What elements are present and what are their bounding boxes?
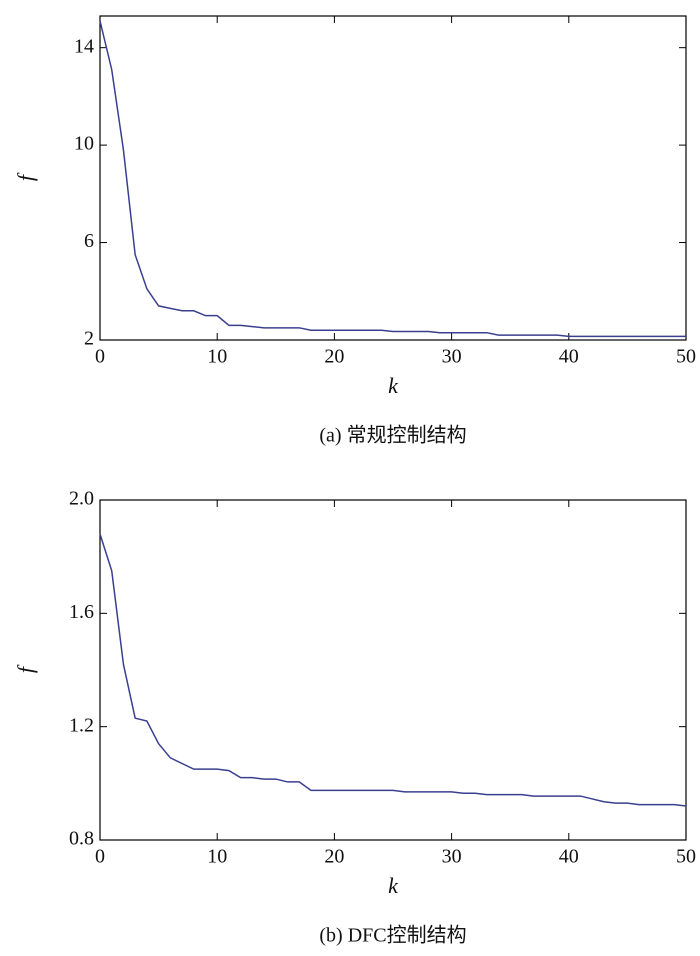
y-tick-label: 2.0: [69, 488, 94, 510]
x-tick-label: 0: [95, 846, 105, 868]
y-tick-label: 1.6: [69, 601, 94, 623]
y-tick-label: 1.2: [69, 714, 94, 736]
chart-caption: (b) DFC控制结构: [319, 924, 466, 947]
chart-caption: (a) 常规控制结构: [319, 424, 466, 447]
x-tick-label: 30: [442, 846, 462, 868]
y-tick-label: 0.8: [69, 828, 94, 850]
y-tick-label: 2: [84, 328, 94, 350]
x-tick-label: 20: [324, 346, 344, 368]
data-line: [99, 533, 687, 807]
y-axis-label: f: [13, 664, 38, 673]
x-tick-label: 50: [676, 846, 696, 868]
plot-frame: [99, 499, 687, 841]
x-tick-label: 30: [442, 346, 462, 368]
y-tick-label: 6: [84, 230, 94, 252]
x-axis-label: k: [388, 873, 399, 898]
x-tick-label: 40: [559, 346, 579, 368]
x-axis-label: k: [388, 373, 399, 398]
x-tick-label: 20: [324, 846, 344, 868]
plot-frame: [99, 15, 687, 341]
x-tick-label: 10: [207, 346, 227, 368]
x-tick-label: 40: [559, 846, 579, 868]
y-axis-label: f: [13, 172, 38, 181]
data-line: [99, 20, 686, 338]
x-tick-label: 10: [207, 846, 227, 868]
y-tick-label: 10: [74, 133, 94, 155]
x-tick-label: 50: [676, 346, 696, 368]
y-tick-label: 14: [74, 35, 94, 57]
x-tick-label: 0: [95, 346, 105, 368]
